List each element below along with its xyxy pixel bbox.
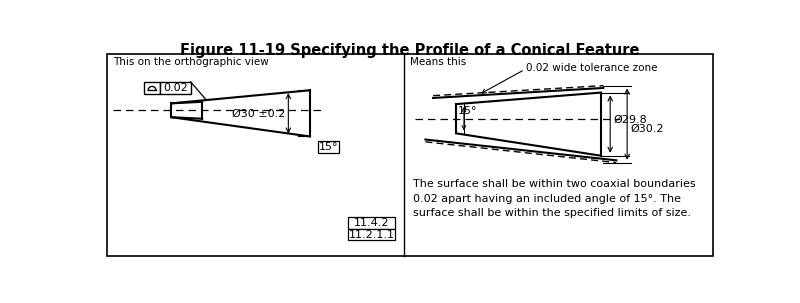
Text: Ø29.8: Ø29.8 <box>614 115 647 125</box>
Text: 15°: 15° <box>458 106 478 116</box>
Text: 11.4.2: 11.4.2 <box>354 218 390 228</box>
Text: 15°: 15° <box>318 142 338 152</box>
Bar <box>318 141 339 153</box>
Bar <box>144 82 160 94</box>
Bar <box>106 54 714 256</box>
Text: 0.02 wide tolerance zone: 0.02 wide tolerance zone <box>526 63 657 73</box>
Text: 11.2.1.1: 11.2.1.1 <box>349 230 394 240</box>
Bar <box>349 217 394 229</box>
Text: 0.02: 0.02 <box>162 83 187 93</box>
Bar <box>349 229 394 240</box>
Text: Ø30 ±0.2: Ø30 ±0.2 <box>232 108 286 118</box>
Text: Figure 11-19 Specifying the Profile of a Conical Feature: Figure 11-19 Specifying the Profile of a… <box>180 42 640 58</box>
Text: Ø30.2: Ø30.2 <box>630 124 664 134</box>
Bar <box>160 82 190 94</box>
Text: The surface shall be within two coaxial boundaries
0.02 apart having an included: The surface shall be within two coaxial … <box>413 179 696 218</box>
Text: Means this: Means this <box>410 57 466 67</box>
Text: This on the orthographic view: This on the orthographic view <box>113 57 269 67</box>
